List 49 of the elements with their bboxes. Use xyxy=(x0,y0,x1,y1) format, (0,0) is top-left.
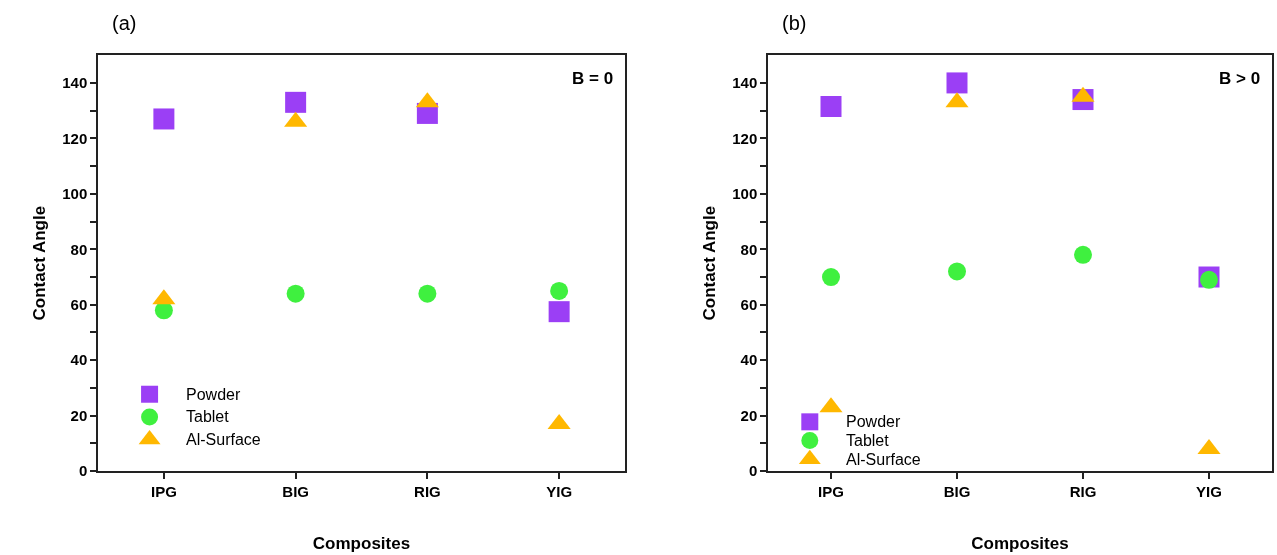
point xyxy=(822,268,840,286)
y-tick-label: 120 xyxy=(62,129,88,147)
legend-label: Powder xyxy=(186,386,241,403)
y-tick-label: 60 xyxy=(740,295,758,313)
y-tick-label: 0 xyxy=(748,462,758,480)
y-tick-label: 120 xyxy=(732,129,758,147)
y-tick-label: 20 xyxy=(740,406,758,424)
point xyxy=(948,262,966,281)
x-tick-label: YIG xyxy=(1196,482,1222,500)
chart-title: (b) xyxy=(782,12,807,34)
x-tick-label: BIG xyxy=(943,482,971,500)
point xyxy=(946,72,968,94)
legend-label: Al-Surface xyxy=(846,451,921,468)
point xyxy=(285,91,307,113)
point xyxy=(820,95,842,117)
x-axis-title: Composites xyxy=(312,533,411,553)
y-tick-label: 100 xyxy=(732,185,758,203)
y-tick-label: 140 xyxy=(732,74,758,92)
y-tick-label: 80 xyxy=(70,240,88,258)
y-tick-label: 40 xyxy=(740,351,758,369)
y-axis-title: Contact Angle xyxy=(30,205,50,321)
point xyxy=(550,281,569,300)
annotation: B = 0 xyxy=(572,69,614,88)
y-tick-label: 100 xyxy=(62,185,88,203)
point xyxy=(286,284,305,303)
x-tick-label: BIG xyxy=(282,482,309,500)
y-tick-label: 80 xyxy=(740,240,758,258)
x-tick-label: RIG xyxy=(1069,482,1097,500)
x-tick-label: RIG xyxy=(414,482,441,500)
point xyxy=(1074,245,1092,264)
x-tick-label: IPG xyxy=(150,482,177,500)
y-tick-label: 40 xyxy=(70,351,88,369)
legend-label: Tablet xyxy=(186,408,230,425)
y-tick-label: 140 xyxy=(62,74,88,92)
point xyxy=(418,284,437,303)
y-tick-label: 0 xyxy=(78,462,88,480)
chart-title: (a) xyxy=(112,12,137,34)
x-axis-title: Composites xyxy=(971,533,1069,553)
x-tick-label: IPG xyxy=(818,482,844,500)
legend-label: Powder xyxy=(846,413,901,430)
point xyxy=(153,108,175,130)
annotation: B > 0 xyxy=(1219,69,1261,88)
y-axis-title: Contact Angle xyxy=(700,205,720,321)
legend-label: Al-Surface xyxy=(186,431,261,448)
y-tick-label: 60 xyxy=(70,295,88,313)
point xyxy=(548,301,570,323)
y-tick-label: 20 xyxy=(70,406,88,424)
legend-label: Tablet xyxy=(846,432,890,449)
x-tick-label: YIG xyxy=(546,482,573,500)
